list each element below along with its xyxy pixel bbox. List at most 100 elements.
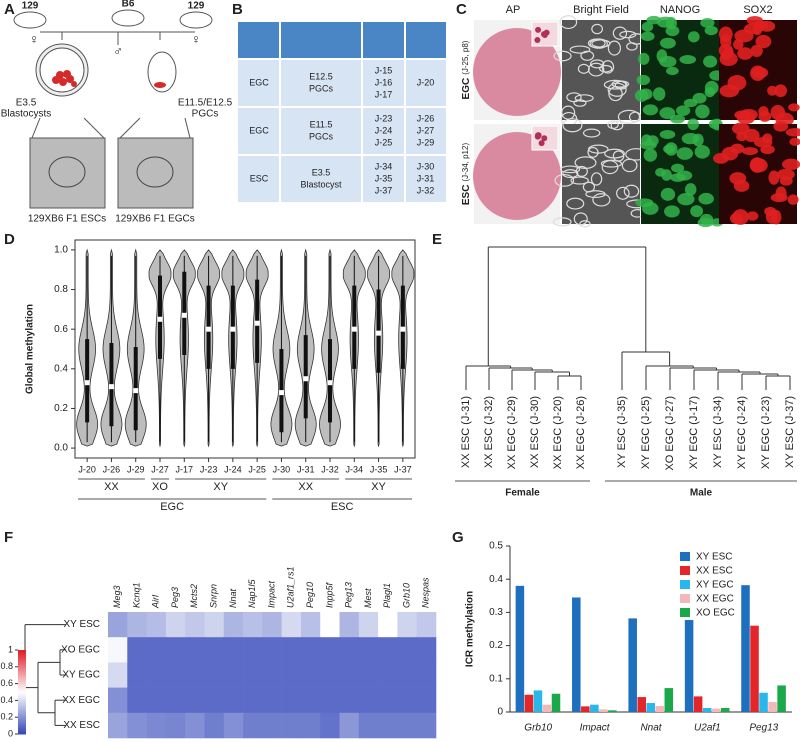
heat-cell [378,687,398,714]
bf-cell [553,50,572,62]
bf-cell [610,120,624,131]
column-label: Mest [363,588,373,608]
table-cell: E12.5 [309,71,333,81]
legend-swatch [680,552,690,561]
heat-cell [262,662,282,688]
legend-label: XO EGC [696,608,735,619]
colorbar-step [18,660,26,664]
table-cell: J-25 [375,137,393,147]
colorbar-step [18,668,26,672]
x-tick-label: J-27 [151,464,169,474]
sex-symbol: ♂ [113,43,123,58]
ap-colony [538,140,545,147]
x-tick-label: J-31 [297,464,315,474]
bar [702,708,712,712]
column-header: SOX2 [743,4,772,16]
ap-well [473,28,561,116]
heat-cell [204,612,225,638]
sex-label: XY [371,481,386,493]
heat-cell [397,687,418,714]
violin-median [84,380,90,386]
stage-label: PGCs [192,109,219,120]
x-tick-label: J-30 [273,464,291,474]
nanog-nucleus [676,105,691,116]
bar [524,694,534,712]
heat-cell [108,687,128,714]
heat-cell [281,712,302,739]
nanog-nucleus [663,144,676,154]
table-cell: E11.5 [310,119,333,129]
ap-colony [543,29,550,36]
heat-cell [127,612,147,638]
bf-cell [573,99,587,107]
strain-label: B6 [122,0,135,10]
panel-label: G [452,529,464,546]
violin-median [254,320,260,326]
bf-cell [569,45,591,54]
nanog-nucleus [676,147,694,160]
colorbar-tick-label: 0.6 [0,678,13,688]
bar [684,620,694,712]
legend-swatch [680,580,690,589]
table-cell: J-16 [375,77,393,87]
bar [750,625,759,712]
cell-line-label: 129XB6 F1 ESCs [28,214,106,225]
column-label: Peg10 [305,582,315,608]
legend-label: XX EGC [696,594,734,605]
x-tick-label: U2af1 [694,723,721,734]
heat-cell [204,687,225,714]
colorbar-step [18,706,26,710]
heat-cell [204,662,225,688]
bar [646,703,656,712]
sox2-nucleus [776,168,795,181]
nanog-nucleus [692,92,707,104]
colorbar-step [18,650,26,653]
heat-cell [127,662,147,688]
nanog-nucleus [655,167,666,177]
heat-cell [165,662,186,688]
heat-cell [262,637,282,663]
sex-label: XO [152,481,168,493]
x-tick-label: J-25 [248,464,266,474]
violin-median [181,312,187,318]
bf-cell [562,118,583,133]
nanog-nucleus [665,17,677,30]
colorbar-step [18,713,26,716]
sox2-nucleus [746,211,759,221]
colorbar-tick-label: 0 [8,728,13,738]
origin-label: EGC [160,501,184,513]
bf-cell [590,172,603,186]
colorbar-step [18,694,26,697]
colorbar-step [18,671,26,674]
table-cell: EGC [249,125,269,135]
x-tick-label: Impact [580,723,611,734]
heat-cell [397,712,418,739]
bf-cell [559,15,578,30]
sox2-nucleus [749,157,765,173]
colorbar-step [18,731,26,735]
leaf-label: XY ESC (J-34) [712,396,724,468]
heat-cell [165,712,186,739]
column-label: Airl [151,594,161,609]
sox2-nucleus [750,65,766,82]
bf-cell [591,23,604,35]
heat-cell [146,687,167,714]
heat-cell [223,612,244,638]
colorbar-step [18,685,26,689]
nanog-nucleus [677,193,695,206]
bar [590,704,599,712]
group-label: Male [690,488,713,499]
leaf-label: XX ESC (J-31) [460,396,472,468]
row-label: XX ESC [63,720,100,731]
colorbar-step [18,687,26,691]
column-header: Bright Field [573,4,629,16]
heat-cell [262,612,282,638]
table-cell: PGCs [309,131,334,141]
brightfield-image [562,20,640,120]
bf-cell [575,165,588,177]
column-label: Peg13 [344,582,354,608]
panel-label: D [4,231,15,248]
colorbar-step [18,675,26,678]
column-header: NANOG [660,4,700,16]
